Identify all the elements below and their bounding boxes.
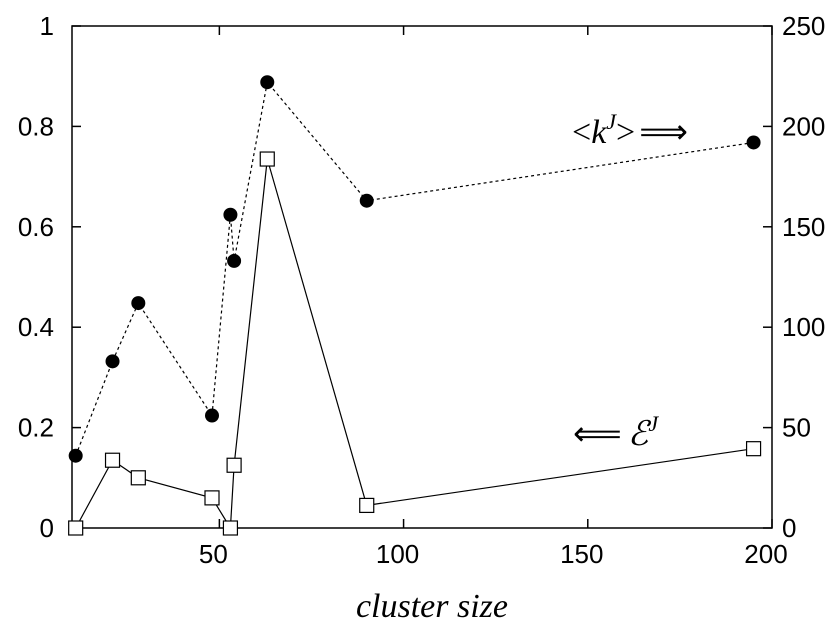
left-tick-label: 1 [40,11,54,41]
E-data-point [359,497,375,514]
E-data-point [259,151,275,167]
k-data-point [223,207,238,222]
k-data-point [359,193,374,208]
E-data-point [226,457,242,473]
k-data-point [227,253,242,268]
x-tick-label: 200 [744,539,787,569]
k-series-label: <kJ> ⟹ [572,109,688,151]
k-data-point [68,448,83,463]
E-data-point [104,452,121,468]
left-axis-tick-labels: 0 0.2 0.4 0.6 0.8 1 [18,11,54,543]
k-data-point [105,354,120,369]
e-label-sup: J [648,411,659,436]
k-data-point [131,296,146,311]
right-tick-label: 200 [782,111,825,141]
x-axis-title: cluster size [356,588,508,625]
right-axis-tick-labels: 0 50 100 150 200 250 [782,11,825,543]
k-label-sup: J [606,109,617,134]
k-label-open: < [572,114,591,151]
E-data-point [745,441,762,457]
right-tick-label: 250 [782,11,825,41]
left-tick-label: 0.8 [18,111,54,141]
left-tick-label: 0.2 [18,413,54,443]
E-data-point [68,520,84,536]
e-label-base: ℰ [628,416,652,453]
plot-frame [71,25,773,529]
E-data-point [222,520,239,536]
k-data-point [205,408,219,423]
k-label-close: > [616,114,635,151]
k-label-base: k [591,114,607,151]
left-tick-label: 0 [40,513,54,543]
series-markers [68,75,762,536]
e-series-label: ⟸ ℰJ [573,411,659,453]
x-tick-label: 150 [560,539,603,569]
x-tick-label: 50 [199,539,228,569]
right-tick-label: 150 [782,212,825,242]
right-tick-label: 50 [782,413,811,443]
right-tick-label: 0 [782,513,796,543]
k-data-point [746,135,761,150]
k-label-arrow: ⟹ [639,114,688,151]
e-label-arrow: ⟸ [573,416,622,453]
E-series-line [75,158,754,530]
right-tick-label: 100 [782,312,825,342]
k-data-point [260,75,275,90]
axis-ticks [72,25,773,529]
x-axis-tick-labels: 50 100 150 200 [199,539,788,569]
left-tick-label: 0.4 [18,312,54,342]
E-data-point [130,470,146,486]
E-data-point [204,490,220,506]
left-tick-label: 0.6 [18,212,54,242]
x-tick-label: 100 [376,539,419,569]
k-series-line [75,80,754,456]
